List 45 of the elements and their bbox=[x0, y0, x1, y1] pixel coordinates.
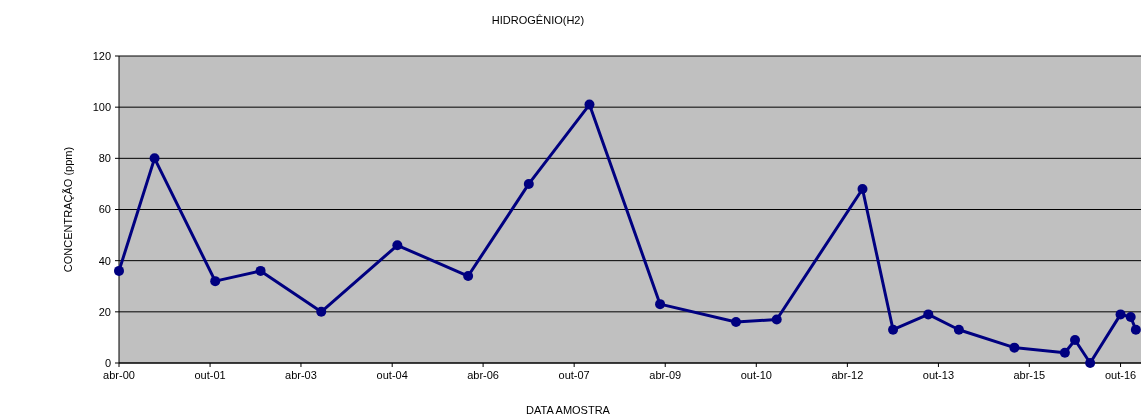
x-tick-label: abr-00 bbox=[103, 369, 135, 381]
point bbox=[255, 265, 266, 276]
point bbox=[1130, 324, 1141, 335]
point bbox=[1125, 311, 1136, 322]
point bbox=[114, 265, 124, 276]
y-tick-label: 120 bbox=[92, 49, 111, 62]
x-tick-label: abr-09 bbox=[649, 369, 682, 381]
point bbox=[953, 324, 964, 335]
point bbox=[1070, 334, 1081, 345]
point bbox=[1115, 309, 1126, 320]
point bbox=[1009, 342, 1020, 353]
point bbox=[888, 324, 899, 335]
y-tick-label: 100 bbox=[92, 101, 111, 114]
x-tick-label: out-07 bbox=[558, 369, 590, 381]
point bbox=[149, 153, 160, 164]
x-axis-title: DATA AMOSTRA bbox=[526, 404, 611, 416]
x-tick-label: abr-03 bbox=[285, 369, 317, 381]
y-tick-label: 60 bbox=[98, 203, 111, 216]
point bbox=[655, 299, 666, 310]
point bbox=[771, 314, 782, 325]
point bbox=[316, 306, 327, 317]
y-tick-label: 20 bbox=[98, 305, 111, 318]
y-axis-title: CONCENTRAÇÃO (ppm) bbox=[62, 146, 74, 273]
x-tick-label: out-01 bbox=[194, 369, 226, 381]
x-tick-label: out-13 bbox=[922, 369, 955, 381]
point bbox=[731, 317, 742, 328]
chart-title: HIDROGÊNIO(H2) bbox=[491, 14, 585, 26]
x-tick-label: abr-06 bbox=[467, 369, 499, 381]
x-tick-label: abr-15 bbox=[1013, 369, 1046, 381]
point bbox=[857, 184, 868, 195]
point bbox=[584, 99, 595, 110]
x-tick-label: abr-12 bbox=[831, 369, 864, 381]
x-tick-label: out-16 bbox=[1104, 369, 1137, 381]
y-tick-label: 0 bbox=[104, 356, 111, 369]
y-tick-label: 80 bbox=[98, 152, 111, 165]
point bbox=[1059, 347, 1070, 358]
y-tick-label: 40 bbox=[98, 254, 111, 267]
point bbox=[392, 240, 403, 251]
point bbox=[523, 178, 534, 189]
point bbox=[210, 276, 221, 287]
point bbox=[923, 309, 934, 320]
x-tick-label: out-04 bbox=[376, 369, 408, 381]
point bbox=[463, 271, 474, 282]
point bbox=[1085, 358, 1096, 368]
x-tick-label: out-10 bbox=[740, 369, 772, 381]
